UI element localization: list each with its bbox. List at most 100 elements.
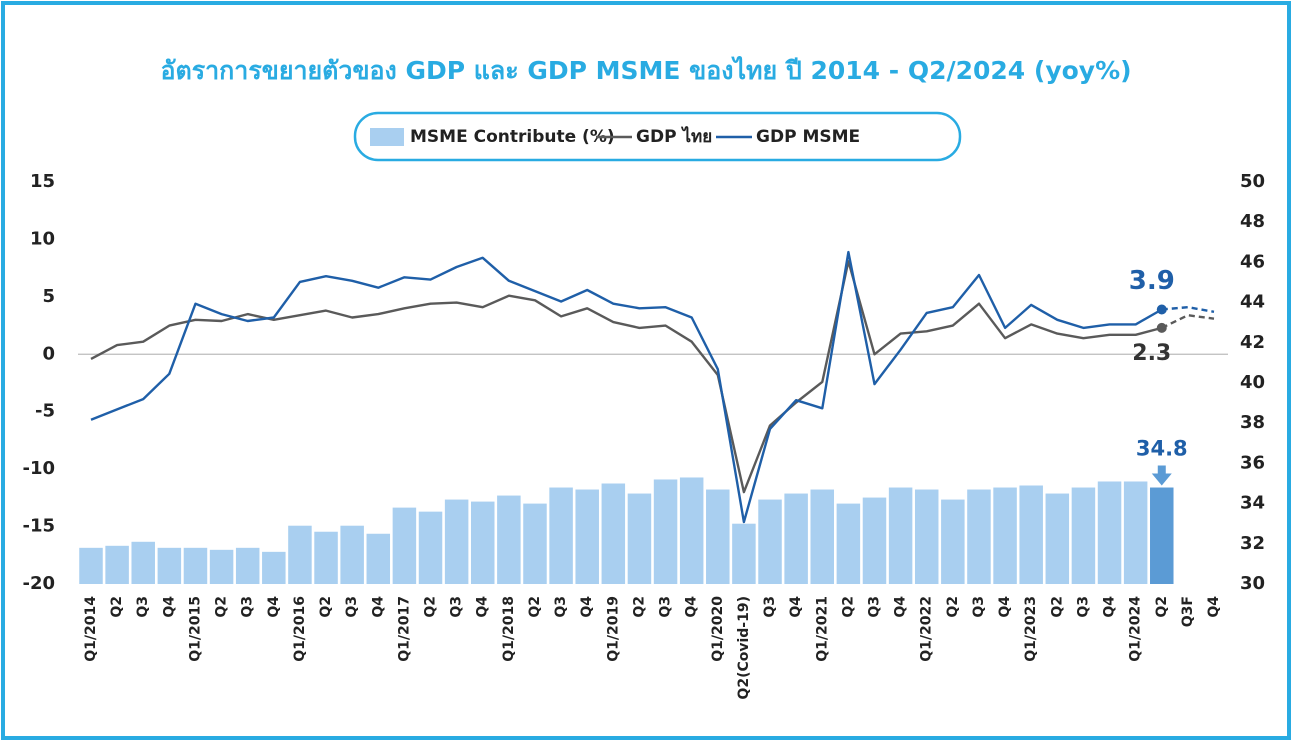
x-tick-label: Q1/2014 bbox=[83, 596, 99, 662]
y2-tick-label: 44 bbox=[1240, 292, 1265, 313]
bar bbox=[888, 487, 913, 584]
bar bbox=[575, 489, 599, 584]
x-tick-label: Q3 bbox=[762, 596, 778, 618]
bar bbox=[1097, 481, 1122, 584]
x-tick-label: Q3 bbox=[553, 596, 569, 618]
x-tick-label: Q4 bbox=[161, 596, 177, 618]
bar bbox=[444, 499, 469, 584]
x-tick-label: Q2(Covid-19) bbox=[736, 596, 752, 700]
x-tick-label: Q3 bbox=[135, 596, 151, 618]
bar bbox=[941, 499, 965, 584]
y2-tick-label: 50 bbox=[1240, 171, 1265, 192]
y-tick-label: -5 bbox=[35, 401, 55, 422]
bar bbox=[314, 531, 338, 584]
x-tick-label: Q2 bbox=[527, 596, 543, 618]
x-tick-label: Q4 bbox=[266, 596, 282, 618]
x-tick-label: Q3 bbox=[866, 596, 882, 618]
x-tick-label: Q4 bbox=[997, 596, 1013, 618]
y2-tick-label: 32 bbox=[1240, 533, 1265, 554]
x-tick-label: Q3 bbox=[971, 596, 987, 618]
bar bbox=[209, 549, 234, 584]
y2-tick-label: 36 bbox=[1240, 452, 1265, 473]
y2-tick-label: 42 bbox=[1240, 332, 1265, 353]
bar bbox=[601, 483, 626, 584]
bar bbox=[470, 501, 495, 584]
bar bbox=[131, 541, 155, 584]
x-tick-label: Q4 bbox=[893, 596, 909, 618]
x-tick-label: Q3 bbox=[344, 596, 360, 618]
bar bbox=[967, 489, 991, 584]
y-tick-label: 5 bbox=[42, 286, 55, 307]
x-tick-label: Q1/2015 bbox=[187, 596, 203, 662]
x-tick-label: Q3 bbox=[658, 596, 674, 618]
bar bbox=[758, 499, 782, 584]
legend-label: GDP MSME bbox=[756, 127, 860, 147]
legend-box bbox=[353, 111, 962, 162]
y-tick-label: 15 bbox=[30, 171, 55, 192]
bar bbox=[288, 525, 312, 584]
x-tick-label: Q2 bbox=[945, 596, 961, 618]
y2-tick-label: 40 bbox=[1240, 372, 1265, 393]
x-tick-label: Q1/2022 bbox=[919, 596, 935, 662]
x-tick-label: Q2 bbox=[1049, 596, 1065, 618]
x-tick-label: Q1/2024 bbox=[1128, 596, 1144, 662]
x-tick-label: Q2 bbox=[631, 596, 647, 618]
bar bbox=[1071, 487, 1096, 584]
bar bbox=[1123, 481, 1148, 584]
point bbox=[1156, 322, 1167, 333]
x-tick-label: Q4 bbox=[579, 596, 595, 618]
x-tick-label: Q4 bbox=[788, 596, 804, 618]
x-tick-label: Q2 bbox=[423, 596, 439, 618]
arrow bbox=[1151, 465, 1172, 486]
bar bbox=[679, 477, 704, 584]
line bbox=[90, 250, 1163, 524]
bar bbox=[1150, 487, 1174, 584]
x-tick-label: Q3F bbox=[1180, 596, 1196, 627]
y-tick-label: 10 bbox=[30, 228, 55, 249]
x-tick-label: Q1/2017 bbox=[396, 596, 412, 662]
bar bbox=[1019, 485, 1043, 584]
x-tick-label: Q1/2020 bbox=[710, 596, 726, 662]
y-tick-label: -15 bbox=[22, 516, 55, 537]
x-tick-label: Q1/2019 bbox=[605, 596, 621, 662]
bar bbox=[497, 495, 521, 584]
bar bbox=[706, 489, 730, 584]
y-tick-label: -20 bbox=[22, 573, 55, 594]
bar bbox=[157, 547, 182, 584]
y2-tick-label: 46 bbox=[1240, 251, 1265, 272]
x-tick-label: Q3 bbox=[1075, 596, 1091, 618]
x-tick-label: Q4 bbox=[1102, 596, 1118, 618]
x-tick-label: Q4 bbox=[475, 596, 491, 618]
data-label: 3.9 bbox=[1129, 266, 1175, 296]
bar bbox=[392, 507, 417, 584]
x-tick-label: Q4 bbox=[684, 596, 700, 618]
y2-tick-label: 38 bbox=[1240, 412, 1265, 433]
bar bbox=[784, 493, 808, 584]
bar bbox=[183, 547, 208, 584]
point bbox=[1156, 304, 1167, 315]
x-tick-label: Q3 bbox=[240, 596, 256, 618]
x-tick-label: Q4 bbox=[370, 596, 386, 618]
bar bbox=[523, 503, 547, 584]
bar bbox=[993, 487, 1017, 584]
x-tick-label: Q2 bbox=[318, 596, 334, 618]
x-tick-label: Q2 bbox=[1154, 596, 1170, 618]
bar bbox=[627, 493, 652, 584]
bar bbox=[105, 545, 129, 584]
x-tick-label: Q2 bbox=[214, 596, 230, 618]
x-tick-label: Q3 bbox=[449, 596, 465, 618]
y2-tick-label: 48 bbox=[1240, 211, 1265, 232]
x-tick-label: Q1/2021 bbox=[814, 596, 830, 662]
x-tick-label: Q1/2018 bbox=[501, 596, 517, 662]
y2-tick-label: 34 bbox=[1240, 493, 1265, 514]
bar bbox=[79, 547, 103, 584]
data-label: 2.3 bbox=[1132, 341, 1171, 366]
y-tick-label: 0 bbox=[42, 343, 55, 364]
legend-label: GDP ไทย bbox=[636, 126, 712, 147]
bar bbox=[366, 533, 391, 584]
bar bbox=[262, 551, 286, 584]
bar bbox=[862, 497, 887, 584]
bar bbox=[836, 503, 861, 584]
bar bbox=[914, 489, 939, 584]
